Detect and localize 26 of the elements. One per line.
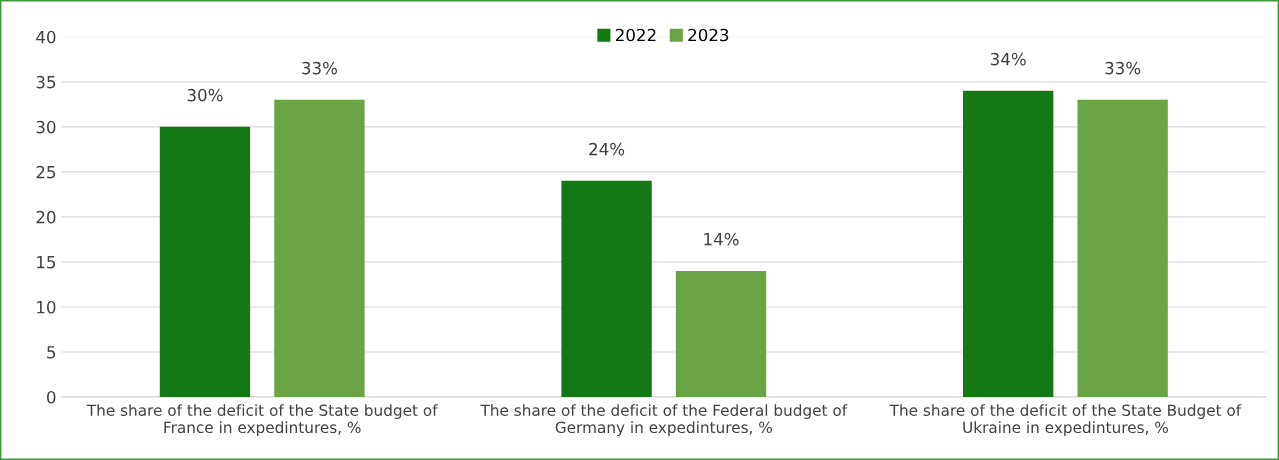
data-label: 30% [187,88,223,102]
data-label: 14% [704,232,739,246]
legend-label: 2023 [688,28,729,42]
bar [675,270,767,397]
y-tick-label: 40 [36,30,56,44]
y-tick-label: 35 [36,75,56,89]
x-tick-label: The share of the deficit of the State budget of France in expedintures, % [86,404,438,437]
bar [963,90,1054,397]
y-tick-label: 25 [36,165,56,179]
bar [561,180,652,397]
bar [1077,99,1168,397]
legend-label: 2022 [615,28,656,42]
y-tick-label: 30 [36,120,56,134]
bar [274,99,365,397]
data-label: 34% [990,52,1026,66]
data-label: 24% [589,142,625,156]
data-label: 33% [1105,61,1141,75]
y-tick-label: 0 [47,390,56,404]
data-label: 33% [302,61,338,75]
x-tick-label: The share of the deficit of the Federal budget of Germany in expedintures, % [480,404,848,437]
y-tick-label: 15 [37,256,56,269]
y-tick-label: 20 [36,210,56,224]
y-tick-label: 10 [37,300,56,314]
x-tick-label: The share of the deficit of the State Budget of Ukraine in expedintures, % [889,404,1242,437]
bar [159,126,251,397]
y-tick-label: 5 [47,346,56,359]
